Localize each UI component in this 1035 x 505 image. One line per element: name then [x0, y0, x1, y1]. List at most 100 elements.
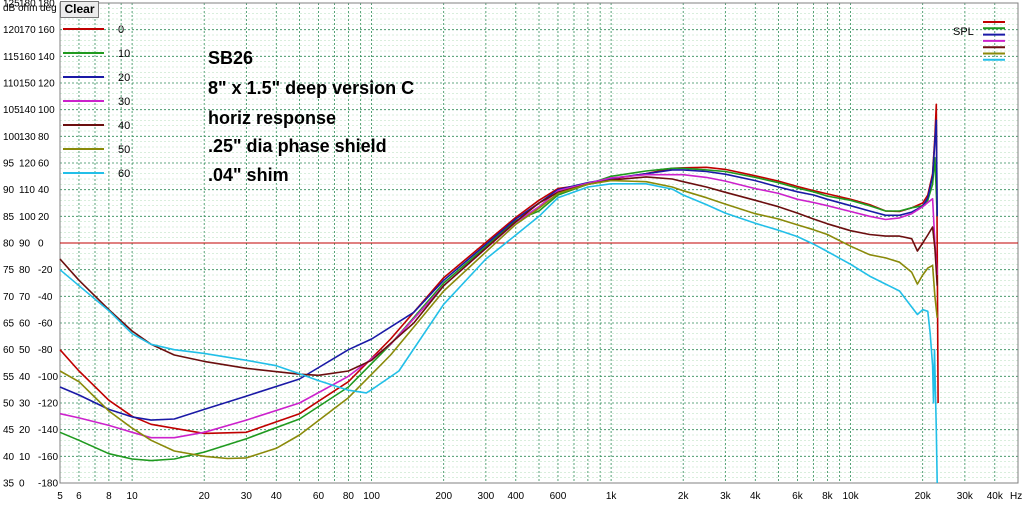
series-line-10	[59, 156, 938, 462]
spl-color-key	[983, 21, 1005, 61]
annotation-line-4: .25" dia phase shield	[208, 136, 387, 156]
y-tick-deg: 120	[38, 79, 55, 90]
y-tick-ohm: 100	[19, 212, 36, 223]
y-tick-ohm: 80	[19, 265, 31, 276]
y-tick-db: 120	[3, 25, 20, 36]
y-tick-ohm: 0	[19, 479, 25, 490]
legend-label-20: 20	[118, 72, 130, 84]
y-tick-db: 65	[3, 319, 15, 330]
annotation-line-3: horiz response	[208, 108, 336, 128]
y-tick-ohm: 140	[19, 105, 36, 116]
x-tick-label: 1k	[606, 491, 618, 502]
y-tick-deg: 140	[38, 52, 55, 63]
y-tick-db: 75	[3, 265, 15, 276]
spl-legend-title: SPL	[953, 26, 974, 38]
y-tick-deg: -100	[38, 372, 58, 383]
x-tick-label: 4k	[750, 491, 762, 502]
x-tick-label: 100	[363, 491, 380, 502]
y-tick-db: 60	[3, 345, 15, 356]
y-tick-db: 40	[3, 452, 15, 463]
y-tick-ohm: 70	[19, 292, 31, 303]
x-tick-label: 80	[343, 491, 355, 502]
x-tick-label: 30	[241, 491, 253, 502]
series-legend: 0 10 20 30 40 50 60	[63, 24, 130, 180]
y-tick-deg: 0	[38, 239, 44, 250]
y-tick-db: 110	[3, 79, 19, 90]
y-tick-db: 85	[3, 212, 15, 223]
db-unit-label: dB	[3, 3, 16, 14]
annotation-line-2: 8" x 1.5" deep version C	[208, 78, 414, 98]
x-tick-label: 40	[271, 491, 283, 502]
x-tick-label: 8	[106, 491, 112, 502]
ohm-unit-label: ohm	[18, 3, 37, 14]
y-tick-db: 35	[3, 479, 15, 490]
y-tick-deg: 100	[38, 105, 55, 116]
x-tick-label: 6	[76, 491, 82, 502]
y-tick-db: 105	[3, 105, 20, 116]
y-tick-deg: -180	[38, 479, 58, 490]
series-line-50	[59, 179, 938, 460]
x-tick-label: 30k	[957, 491, 974, 502]
y-tick-db: 90	[3, 185, 15, 196]
y-tick-ohm: 60	[19, 319, 31, 330]
x-tick-label: 20	[199, 491, 211, 502]
y-tick-ohm: 50	[19, 345, 31, 356]
clear-button[interactable]: Clear	[60, 1, 99, 18]
y-tick-deg: 160	[38, 25, 55, 36]
legend-label-0: 0	[118, 24, 124, 36]
y-tick-db: 100	[3, 132, 20, 143]
x-tick-label: 40k	[987, 491, 1004, 502]
x-tick-label: 3k	[720, 491, 732, 502]
x-tick-label: 6k	[792, 491, 804, 502]
hz-unit-label: Hz	[1010, 491, 1022, 502]
y-tick-ohm: 160	[19, 52, 36, 63]
y-tick-deg: -80	[38, 345, 53, 356]
legend-label-40: 40	[118, 120, 130, 132]
y-tick-deg: -60	[38, 319, 53, 330]
y-tick-deg: -160	[38, 452, 58, 463]
y-tick-ohm: 150	[19, 79, 36, 90]
y-tick-deg: -140	[38, 425, 58, 436]
series-lines	[59, 103, 939, 484]
x-tick-label: 2k	[678, 491, 690, 502]
y-tick-db: 45	[3, 425, 15, 436]
y-tick-ohm: 120	[19, 159, 36, 170]
x-tick-label: 60	[313, 491, 325, 502]
series-line-30	[59, 173, 938, 439]
y-tick-ohm: 10	[19, 452, 31, 463]
y-tick-ohm: 130	[19, 132, 36, 143]
y-tick-db: 50	[3, 399, 15, 410]
x-tick-label: 300	[478, 491, 495, 502]
y-tick-deg: -40	[38, 292, 53, 303]
annotation-line-5: .04" shim	[208, 165, 289, 185]
y-tick-db: 95	[3, 159, 15, 170]
legend-label-30: 30	[118, 96, 130, 108]
series-line-20	[59, 119, 938, 421]
annotation-line-1: SB26	[208, 48, 253, 68]
y-tick-ohm: 30	[19, 399, 31, 410]
y-tick-deg: 80	[38, 132, 50, 143]
series-line-60	[59, 183, 938, 484]
series-line-40	[59, 176, 938, 377]
y-tick-ohm: 40	[19, 372, 31, 383]
x-tick-label: 5	[57, 491, 63, 502]
x-axis-tick-labels: 5 6 8 10 20 30 40 60 80 100 200 300 400 600 1k 2k 3k 4k 6k…	[57, 491, 1004, 502]
legend-label-60: 60	[118, 168, 130, 180]
x-tick-label: 200	[435, 491, 452, 502]
y-tick-db: 125	[3, 0, 20, 10]
y-tick-db: 55	[3, 372, 15, 383]
x-tick-label: 600	[550, 491, 567, 502]
annotation-block: SB26 8" x 1.5" deep version C horiz resp…	[208, 48, 414, 185]
y-tick-deg: 60	[38, 159, 50, 170]
y-tick-db: 80	[3, 239, 15, 250]
y-tick-ohm: 170	[19, 25, 36, 36]
y-tick-ohm: 90	[19, 239, 31, 250]
y-tick-ohm: 180	[19, 0, 36, 10]
y-tick-db: 70	[3, 292, 15, 303]
x-tick-label: 10	[127, 491, 139, 502]
series-line-0	[59, 103, 939, 435]
